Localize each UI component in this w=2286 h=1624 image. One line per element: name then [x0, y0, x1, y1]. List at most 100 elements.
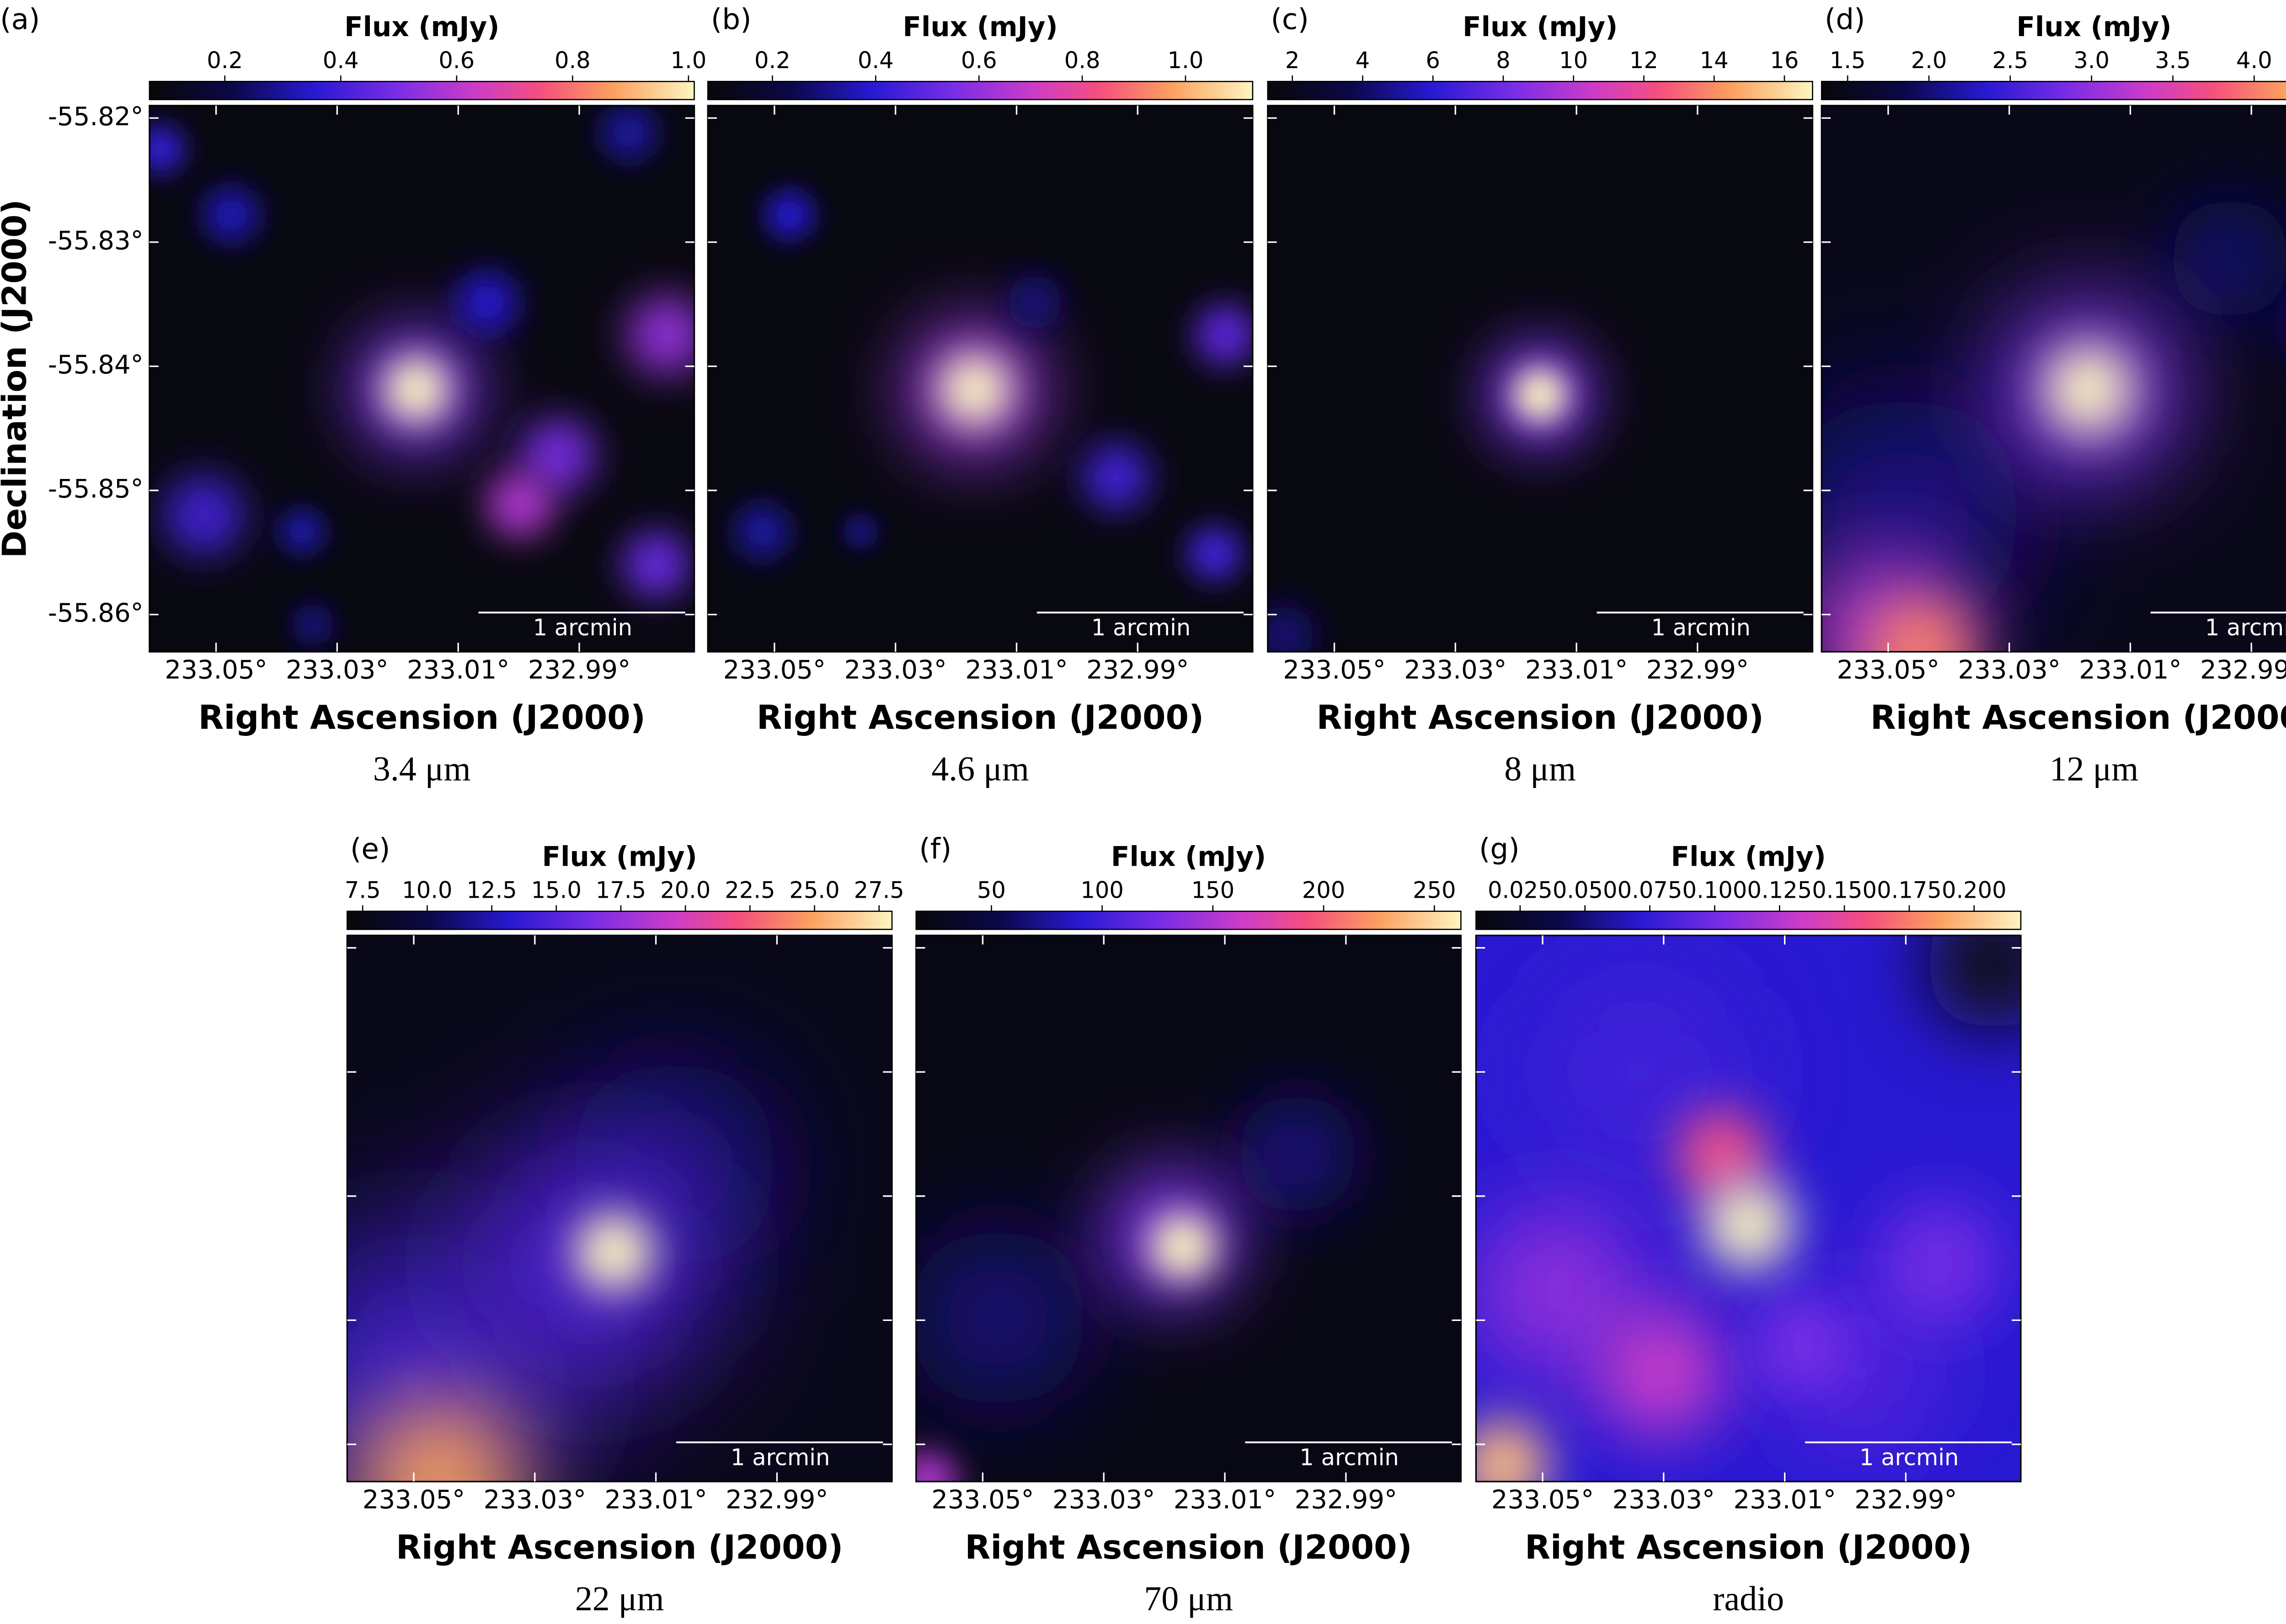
emission	[1150, 1213, 1217, 1280]
colorbar-tick-label: 0.100	[1682, 877, 1747, 903]
scale-bar-label: 1 arcmin	[2205, 614, 2286, 641]
colorbar-tick-label: 6	[1426, 47, 1440, 74]
x-axis-label: Right Ascension (J2000)	[1525, 1528, 1972, 1567]
colorbar-tick-label: 50	[977, 877, 1006, 903]
caption: 70 μm	[1144, 1580, 1233, 1618]
emission	[938, 353, 1011, 426]
emission	[842, 513, 879, 550]
x-axis-label: Right Ascension (J2000)	[757, 699, 1204, 737]
panel: 1 arcmin 233.05° 233.03° 233.01° 232.99° Righ…	[707, 2, 1254, 788]
colorbar-tick-label: 3.0	[2073, 47, 2110, 74]
x-tick-label: 233.05°	[1283, 655, 1385, 685]
panel: 1 arcmin 233.05° 233.03° 233.01° 232.99° Righ…	[915, 832, 1462, 1618]
frame	[1821, 105, 2286, 653]
x-tick-label: 232.99°	[1295, 1485, 1397, 1515]
colorbar	[149, 80, 695, 101]
colorbar	[1821, 80, 2286, 101]
emission	[1195, 304, 1253, 365]
colorbar-tick-label: 1.0	[1168, 47, 1204, 74]
x-tick-label: 233.03°	[1404, 655, 1506, 685]
x-tick-label: 233.01°	[407, 655, 509, 685]
colorbar-tick-label: 0.075	[1618, 877, 1682, 903]
emission	[1757, 1299, 1848, 1390]
colorbar-tick-label: 12.5	[466, 877, 517, 903]
panel: 1 arcmin 233.05° 233.03° 233.01° 232.99° Righ…	[0, 2, 706, 788]
x-tick-label: 233.01°	[604, 1485, 707, 1515]
colorbar-tick-label: 10.0	[402, 877, 452, 903]
panel: 1 arcmin 233.05° 233.03° 233.01° 232.99° Righ…	[1475, 832, 2022, 1618]
colorbar-tick-label: 0.4	[858, 47, 894, 74]
colorbar-tick-label: 0.200	[1942, 877, 2007, 903]
caption: 4.6 μm	[931, 750, 1029, 788]
emission	[1476, 1420, 1549, 1482]
colorbar-tick-label: 14	[1700, 47, 1729, 74]
scale-bar-label: 1 arcmin	[731, 1444, 830, 1470]
x-tick-label: 232.99°	[1086, 655, 1189, 685]
y-tick-label: -55.82°	[48, 102, 144, 132]
panel-letter: (e)	[350, 832, 390, 866]
colorbar-tick-label: 12	[1629, 47, 1658, 74]
frame	[915, 934, 1462, 1483]
caption: 22 μm	[575, 1580, 664, 1618]
x-tick-label: 233.03°	[286, 655, 388, 685]
colorbar-tick-label: 1.0	[670, 47, 706, 74]
emission	[623, 531, 689, 598]
panel-letter: (c)	[1271, 2, 1309, 36]
colorbar	[1267, 80, 1813, 101]
emission	[575, 1213, 654, 1292]
x-axis-label: Right Ascension (J2000)	[396, 1528, 843, 1567]
emission	[916, 1451, 957, 1482]
image	[708, 106, 1253, 652]
colorbar-tick-label: 4	[1356, 47, 1370, 74]
x-tick-label: 233.03°	[1958, 655, 2060, 685]
colorbar-tick-label: 150	[1191, 877, 1234, 903]
frame	[346, 934, 893, 1483]
scale-bar-label: 1 arcmin	[533, 614, 632, 641]
emission	[1187, 526, 1242, 581]
colorbar-tick-label: 25.0	[789, 877, 839, 903]
colorbar-tick-label: 2.5	[1992, 47, 2028, 74]
colorbar-tick-label: 3.5	[2155, 47, 2191, 74]
colorbar-label: Flux (mJy)	[1671, 841, 1826, 873]
emission	[383, 356, 450, 423]
y-tick-label: -55.85°	[48, 474, 144, 504]
image	[1821, 106, 2286, 652]
emission	[735, 504, 790, 559]
x-tick-label: 233.05°	[363, 1485, 465, 1515]
colorbar-tick-label: 7.5	[345, 877, 381, 903]
scale-bar-label: 1 arcmin	[1859, 1444, 1959, 1470]
colorbar-tick-label: 0.025	[1488, 877, 1553, 903]
colorbar-tick-label: 20.0	[660, 877, 710, 903]
x-tick-label: 232.99°	[528, 655, 630, 685]
colorbar-tick-label: 0.2	[754, 47, 790, 74]
image	[1476, 935, 2021, 1482]
panel: 1 arcmin 233.05° 233.03° 233.01° 232.99° Righ…	[345, 832, 904, 1618]
frame	[149, 105, 695, 653]
emission	[1676, 1108, 1767, 1199]
emission	[149, 125, 185, 174]
x-tick-label: 233.03°	[844, 655, 946, 685]
image	[916, 935, 1461, 1482]
colorbar-label: Flux (mJy)	[903, 11, 1058, 43]
colorbar-tick-label: 0.8	[555, 47, 591, 74]
colorbar-tick-label: 0.6	[961, 47, 997, 74]
panel: 1 arcmin 233.05° 233.03° 233.01° 232.99° Righ…	[1267, 2, 1814, 788]
y-tick-label: -55.83°	[48, 226, 144, 256]
x-axis-label: Right Ascension (J2000)	[198, 699, 646, 737]
emission	[522, 419, 594, 492]
scale-bar-label: 1 arcmin	[1091, 614, 1191, 641]
colorbar-label: Flux (mJy)	[542, 841, 697, 873]
emission	[1925, 935, 2021, 1031]
colorbar-tick-label: 1.5	[1830, 47, 1866, 74]
frame	[1267, 105, 1814, 653]
x-tick-label: 232.99°	[2200, 655, 2286, 685]
colorbar	[1475, 911, 2022, 930]
colorbar-label: Flux (mJy)	[2016, 11, 2171, 43]
emission	[279, 509, 325, 554]
panel-letter: (f)	[919, 832, 951, 866]
colorbar-tick-label: 22.5	[725, 877, 775, 903]
colorbar-tick-label: 8	[1496, 47, 1511, 74]
x-tick-label: 232.99°	[726, 1485, 828, 1515]
colorbar-tick-label: 2.0	[1911, 47, 1947, 74]
emission	[1007, 275, 1062, 330]
